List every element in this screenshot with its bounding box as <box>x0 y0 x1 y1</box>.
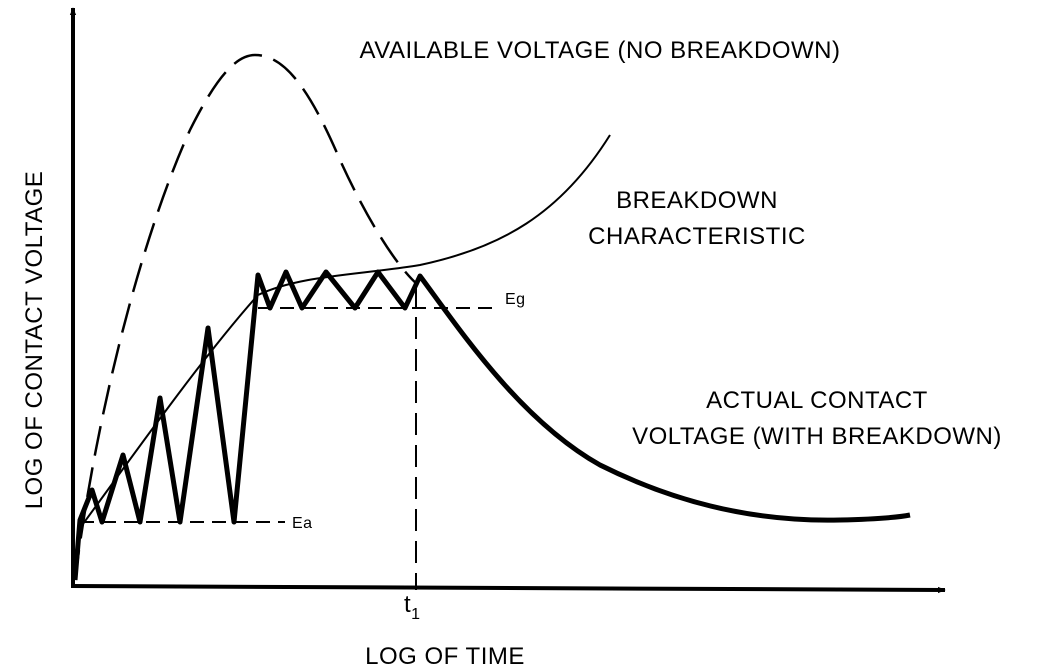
available-label: AVAILABLE VOLTAGE (NO BREAKDOWN) <box>360 37 841 64</box>
y-axis-label: LOG OF CONTACT VOLTAGE <box>21 171 48 510</box>
t1-sub: 1 <box>411 606 420 623</box>
actual-label: VOLTAGE (WITH BREAKDOWN) <box>632 423 1002 450</box>
x-axis <box>70 584 946 594</box>
t1-label: t1 <box>404 591 421 623</box>
eg-label: Eg <box>505 291 526 308</box>
available-voltage-curve <box>73 53 419 581</box>
t1-base: t <box>404 591 411 618</box>
breakdown-label: BREAKDOWN <box>616 187 778 214</box>
breakdown-label: CHARACTERISTIC <box>588 223 806 250</box>
actual-label: ACTUAL CONTACT <box>706 387 928 414</box>
breakdown-curve <box>79 134 611 529</box>
ea-label: Ea <box>292 515 313 532</box>
x-axis-label: LOG OF TIME <box>365 643 525 668</box>
